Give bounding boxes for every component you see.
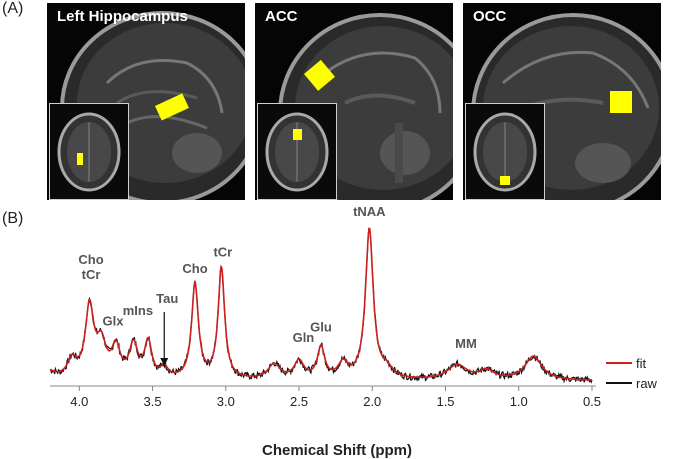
- x-tick-label: 2.0: [363, 394, 381, 409]
- mri-panel-occ: OCC: [463, 3, 661, 200]
- axial-inset: [465, 103, 545, 200]
- region-title: Left Hippocampus: [57, 8, 188, 25]
- axial-inset: [49, 103, 129, 200]
- axial-inset: [257, 103, 337, 200]
- legend-label-fit: fit: [636, 356, 647, 371]
- x-tick-label: 3.0: [217, 394, 235, 409]
- peak-label: Tau: [156, 291, 178, 306]
- peak-label: Cho: [182, 261, 207, 276]
- panel-a-letter: (A): [2, 0, 24, 17]
- voxel-marker: [304, 59, 335, 91]
- peak-label: MM: [455, 336, 477, 351]
- peak-label: mIns: [123, 303, 153, 318]
- peak-label: Gln: [293, 330, 315, 345]
- legend: fit raw: [606, 356, 658, 391]
- region-title: ACC: [265, 8, 298, 25]
- x-ticks: 4.0 3.5 3.0 2.5 2.0 1.5 1.0 0.5: [70, 386, 601, 409]
- x-axis-label: Chemical Shift (ppm): [262, 442, 412, 459]
- peak-label: tCr: [213, 245, 232, 260]
- peak-label: tNAA: [353, 205, 386, 219]
- x-tick-label: 2.5: [290, 394, 308, 409]
- voxel-marker: [500, 176, 510, 185]
- peak-label: Glu: [310, 320, 332, 335]
- mri-panel-acc: ACC: [255, 3, 453, 200]
- peak-label: Glx: [103, 314, 125, 329]
- tau-arrow-head: [160, 358, 169, 366]
- series-line-raw: [49, 228, 593, 384]
- voxel-marker: [293, 129, 302, 140]
- x-tick-label: 1.0: [510, 394, 528, 409]
- spectrum-lines: [49, 227, 593, 384]
- series-line-fit: [49, 227, 593, 381]
- voxel-marker: [155, 93, 189, 121]
- x-tick-label: 3.5: [144, 394, 162, 409]
- voxel-marker: [77, 153, 83, 165]
- peak-label: tCr: [82, 267, 101, 282]
- x-tick-label: 4.0: [70, 394, 88, 409]
- voxel-marker: [610, 91, 632, 113]
- region-title: OCC: [473, 8, 507, 25]
- x-tick-label: 0.5: [583, 394, 601, 409]
- legend-label-raw: raw: [636, 376, 658, 391]
- panel-b-letter: (B): [2, 210, 24, 227]
- mri-panel-left-hippocampus: Left Hippocampus: [47, 3, 245, 200]
- peak-label: Cho: [78, 252, 103, 267]
- x-tick-label: 1.5: [436, 394, 454, 409]
